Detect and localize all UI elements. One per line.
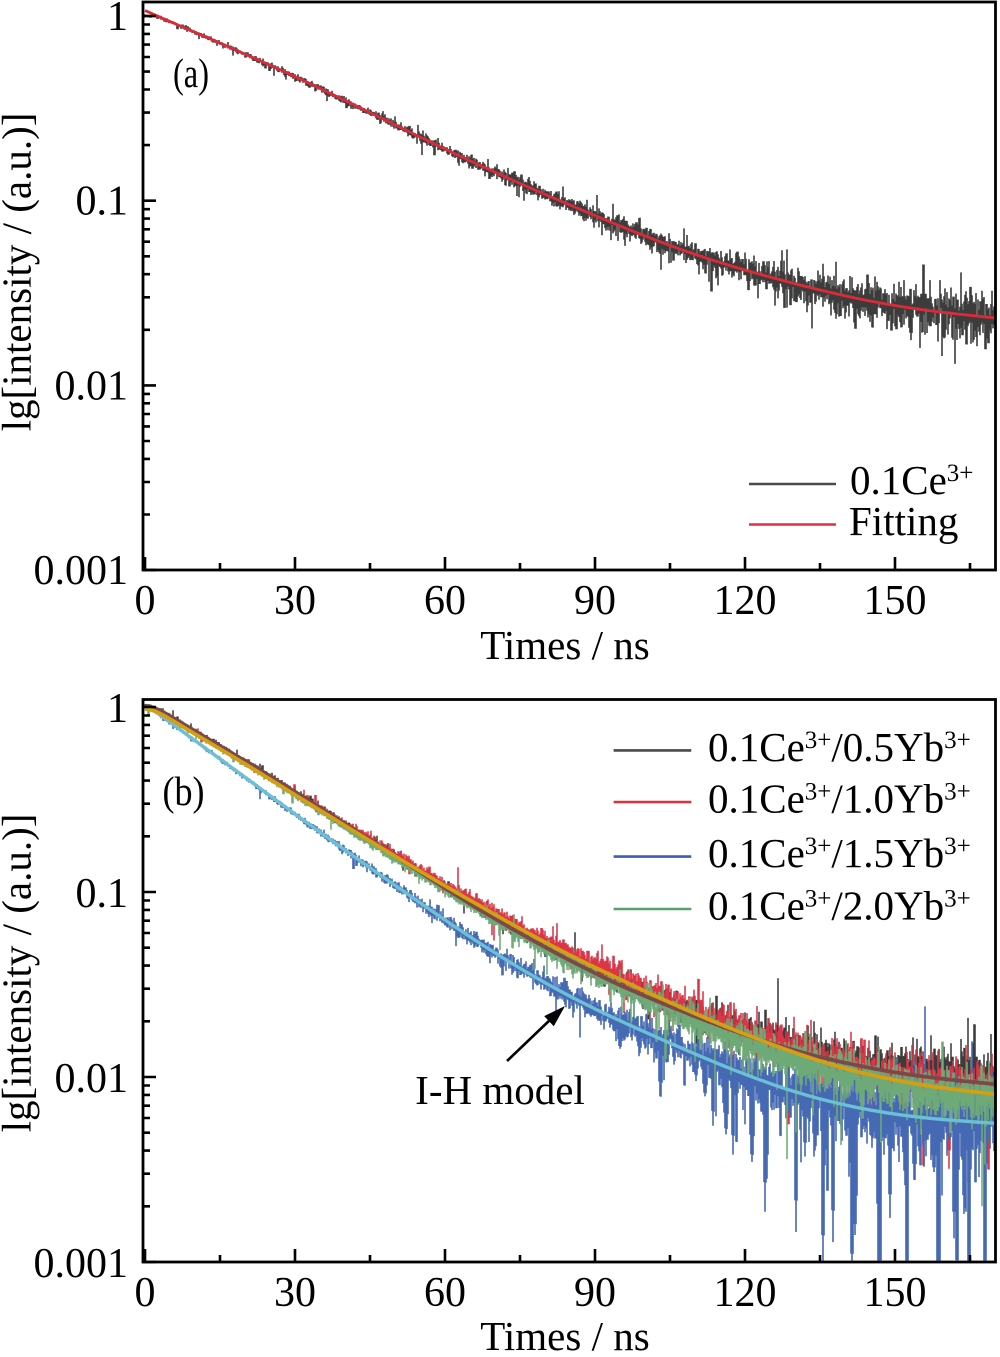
svg-text:0.1Ce3+: 0.1Ce3+ (850, 457, 973, 503)
svg-text:1: 1 (107, 686, 128, 732)
svg-text:30: 30 (274, 1270, 316, 1316)
svg-text:(a): (a) (173, 50, 209, 96)
svg-text:0.01: 0.01 (55, 363, 129, 409)
svg-text:Times / ns: Times / ns (480, 622, 649, 668)
svg-text:1: 1 (107, 0, 128, 40)
svg-text:(b): (b) (163, 768, 205, 814)
svg-text:Times / ns: Times / ns (480, 1313, 649, 1357)
svg-text:0.1Ce3+/0.5Yb3+: 0.1Ce3+/0.5Yb3+ (708, 724, 971, 770)
svg-text:120: 120 (714, 1270, 777, 1316)
svg-text:0.1: 0.1 (76, 871, 129, 917)
svg-text:0.1Ce3+/1.5Yb3+: 0.1Ce3+/1.5Yb3+ (708, 830, 971, 876)
svg-text:150: 150 (864, 1270, 927, 1316)
svg-text:0.01: 0.01 (55, 1056, 129, 1102)
svg-text:0: 0 (135, 578, 156, 624)
svg-text:0.001: 0.001 (34, 548, 129, 594)
svg-text:90: 90 (574, 1270, 616, 1316)
svg-text:0.1Ce3+/2.0Yb3+: 0.1Ce3+/2.0Yb3+ (708, 883, 971, 929)
svg-text:150: 150 (864, 578, 927, 624)
svg-text:I-H model: I-H model (415, 1067, 585, 1113)
svg-text:30: 30 (274, 578, 316, 624)
svg-text:0.1Ce3+/1.0Yb3+: 0.1Ce3+/1.0Yb3+ (708, 776, 971, 822)
svg-text:120: 120 (714, 578, 777, 624)
svg-text:90: 90 (574, 578, 616, 624)
svg-text:0.1: 0.1 (76, 179, 129, 225)
svg-text:0: 0 (135, 1270, 156, 1316)
svg-text:lg[intensity / (a.u.)]: lg[intensity / (a.u.)] (0, 113, 40, 432)
svg-text:lg[intensity / (a.u.)]: lg[intensity / (a.u.)] (0, 814, 40, 1133)
svg-text:0.001: 0.001 (34, 1241, 129, 1287)
svg-text:Fitting: Fitting (849, 498, 958, 544)
svg-text:60: 60 (424, 1270, 466, 1316)
svg-text:60: 60 (424, 578, 466, 624)
